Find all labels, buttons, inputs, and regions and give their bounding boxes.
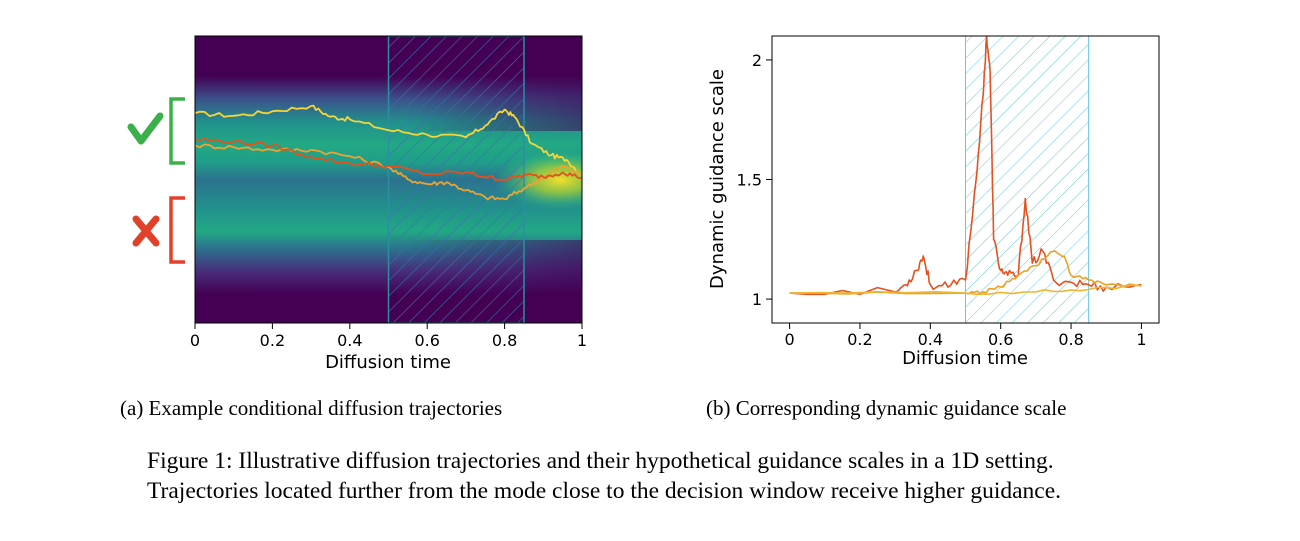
x-tick-label-b: 0.4 xyxy=(918,330,943,349)
x-tick-label-b: 0.2 xyxy=(847,330,872,349)
x-tick-label-a: 0.2 xyxy=(260,331,285,350)
guidance-line-3 xyxy=(789,284,1142,296)
x-tick-label-a: 0.8 xyxy=(492,331,517,350)
x-tick-label-b: 0.6 xyxy=(988,330,1013,349)
x-tick-label-a: 1 xyxy=(577,331,587,350)
trajectory-line-3 xyxy=(195,137,582,182)
decision-window-b xyxy=(965,36,1090,323)
guidance-line-1 xyxy=(789,36,1142,296)
rejected-bracket xyxy=(169,196,185,264)
accepted-bracket xyxy=(169,97,185,165)
y-axis-b: 11.52 xyxy=(737,51,772,309)
plot-frame-a xyxy=(194,35,583,324)
panel-b-chart: 0 0.2 0.4 0.6 0.8 1 11.52 Diffusion time Dyna… xyxy=(707,35,1160,369)
y-tick-label-b: 2 xyxy=(752,51,762,70)
x-axis-b: 0 0.2 0.4 0.6 0.8 1 xyxy=(784,323,1147,349)
trajectory-lines xyxy=(195,104,582,201)
x-tick-label-a: 0.4 xyxy=(337,331,362,350)
subcaption-b: (b) Corresponding dynamic guidance scale xyxy=(706,396,1067,420)
figure-caption-line-2: Trajectories located further from the mo… xyxy=(147,478,1062,504)
y-tick-label-b: 1.5 xyxy=(737,171,762,190)
x-axis-label-a: Diffusion time xyxy=(325,352,451,373)
x-tick-label-b: 0 xyxy=(784,330,794,349)
x-axis-label-b: Diffusion time xyxy=(902,348,1028,369)
x-tick-label-b: 0.8 xyxy=(1058,330,1083,349)
panel-a-chart: 0 0.2 0.4 0.6 0.8 1 Diffusion time xyxy=(127,35,587,373)
subcaption-a: (a) Example conditional diffusion trajec… xyxy=(120,396,503,420)
x-axis-a: 0 0.2 0.4 0.6 0.8 1 xyxy=(190,323,587,350)
figure-caption-line-1: Figure 1: Illustrative diffusion traject… xyxy=(147,448,1054,474)
x-tick-label-a: 0.6 xyxy=(414,331,439,350)
guidance-lines xyxy=(789,36,1142,296)
x-tick-label-b: 1 xyxy=(1136,330,1146,349)
checkmark-icon xyxy=(127,112,164,145)
y-axis-label-b: Dynamic guidance scale xyxy=(707,69,728,289)
x-tick-label-a: 0 xyxy=(190,331,200,350)
y-tick-label-b: 1 xyxy=(752,290,762,309)
trajectory-line-1 xyxy=(195,104,582,176)
cross-icon xyxy=(132,215,160,247)
figure-caption: Figure 1: Illustrative diffusion traject… xyxy=(147,446,1257,506)
